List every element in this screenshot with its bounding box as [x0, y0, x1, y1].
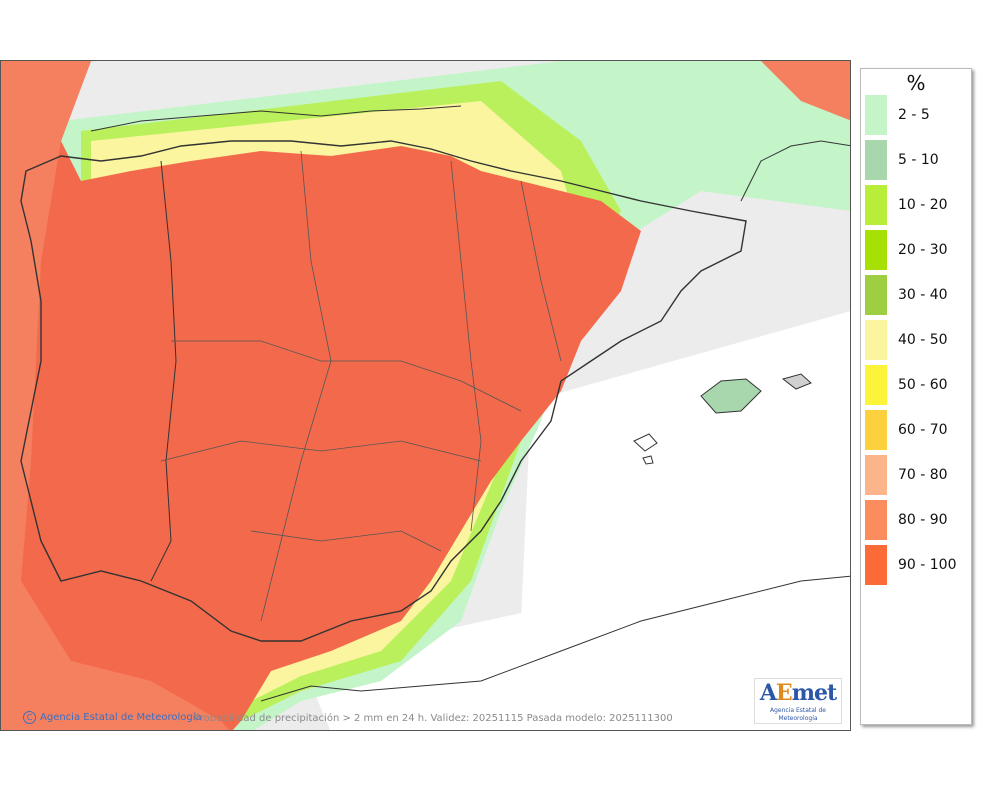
legend-swatch	[865, 185, 887, 225]
aemet-logo: AEmet Agencia Estatal de Meteorología	[754, 678, 842, 724]
map-canvas	[1, 61, 850, 730]
legend-label: 90 - 100	[898, 557, 957, 573]
legend-swatch	[865, 500, 887, 540]
legend-swatch	[865, 545, 887, 585]
mallorca-island	[700, 378, 762, 414]
agency-credit: C Agencia Estatal de Meteorología	[23, 711, 202, 724]
region-border-6	[250, 530, 442, 552]
portugal-border	[150, 160, 177, 582]
legend-item: 50 - 60	[865, 365, 969, 405]
legend-swatch	[865, 275, 887, 315]
region-border-5	[520, 180, 562, 362]
legend-item: 10 - 20	[865, 185, 969, 225]
legend-item: 30 - 40	[865, 275, 969, 315]
legend-swatch	[865, 230, 887, 270]
legend-item: 80 - 90	[865, 500, 969, 540]
legend-label: 60 - 70	[898, 422, 948, 438]
map-caption: Probabilidad de precipitación > 2 mm en …	[194, 713, 673, 724]
sea-white-zone	[521, 311, 850, 621]
legend-item: 90 - 100	[865, 545, 969, 585]
sea-white-zone-south	[301, 541, 850, 730]
region-border-3	[260, 150, 332, 622]
formentera-island	[642, 455, 654, 465]
legend-unit: %	[906, 71, 926, 95]
legend-label: 50 - 60	[898, 377, 948, 393]
region-border-1	[171, 340, 522, 412]
legend-swatch	[865, 320, 887, 360]
prob-zone-80-90-west	[1, 61, 230, 730]
legend-label: 70 - 80	[898, 467, 948, 483]
legend-item: 2 - 5	[865, 95, 969, 135]
france-mediterranean-coast	[740, 140, 850, 202]
aemet-logo-subtitle: Agencia Estatal de Meteorología	[769, 707, 826, 722]
legend-swatch	[865, 365, 887, 405]
legend-swatch	[865, 455, 887, 495]
legend-swatch	[865, 140, 887, 180]
region-border-4	[450, 160, 482, 532]
legend-label: 40 - 50	[898, 332, 948, 348]
legend-label: 2 - 5	[898, 107, 930, 123]
legend-swatch	[865, 95, 887, 135]
legend-label: 5 - 10	[898, 152, 939, 168]
north-africa-coastline	[260, 575, 850, 702]
peninsula-coastline	[20, 140, 747, 642]
legend-label: 10 - 20	[898, 197, 948, 213]
legend-item: 40 - 50	[865, 320, 969, 360]
prob-zone-80-90-east	[761, 61, 850, 121]
aemet-logo-mark: AEmet	[759, 680, 837, 706]
legend-item: 60 - 70	[865, 410, 969, 450]
agency-credit-text: Agencia Estatal de Meteorología	[40, 712, 202, 723]
menorca-island	[781, 373, 812, 390]
legend: % 2 - 5 5 - 10 10 - 20 20 - 30 30 - 40 40 - 5…	[860, 68, 972, 725]
legend-item: 20 - 30	[865, 230, 969, 270]
bay-of-biscay-coast	[90, 105, 462, 132]
legend-item: 5 - 10	[865, 140, 969, 180]
legend-label: 20 - 30	[898, 242, 948, 258]
legend-item: 70 - 80	[865, 455, 969, 495]
ibiza-island	[633, 433, 658, 452]
legend-label: 30 - 40	[898, 287, 948, 303]
legend-label: 80 - 90	[898, 512, 948, 528]
region-border-2	[160, 440, 482, 462]
precipitation-map: C Agencia Estatal de Meteorología Probabi…	[0, 60, 851, 731]
copyright-icon: C	[23, 711, 36, 724]
legend-swatch	[865, 410, 887, 450]
